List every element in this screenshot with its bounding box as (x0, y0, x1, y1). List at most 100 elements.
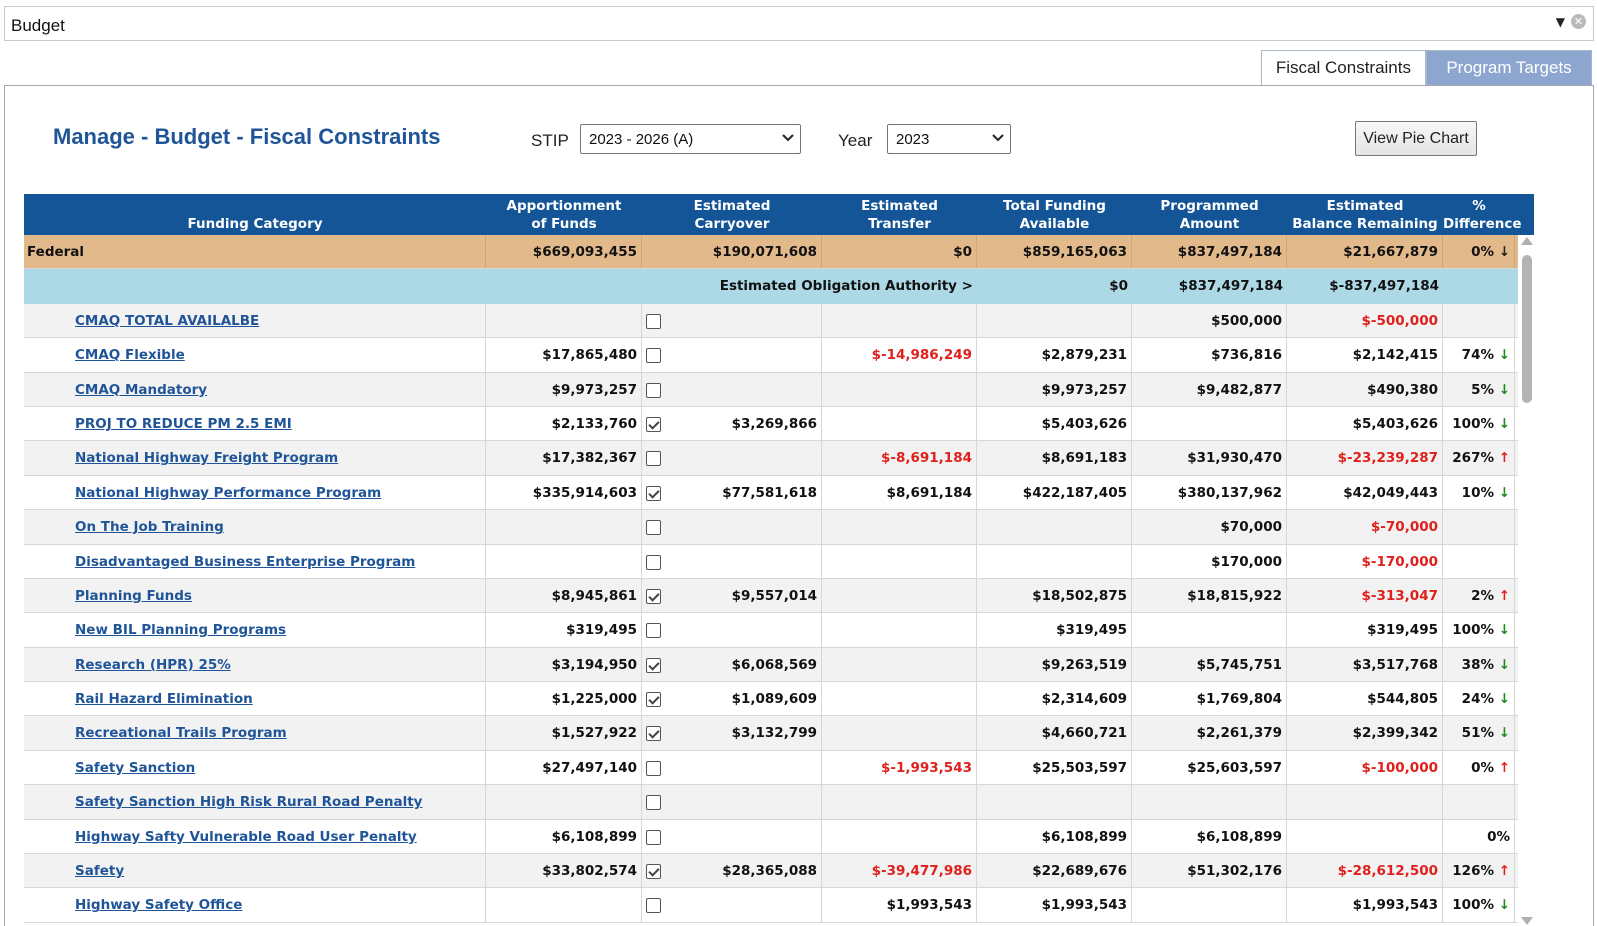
funding-category-link[interactable]: CMAQ Flexible (75, 347, 185, 364)
arrow-up-icon: ↑ (1498, 759, 1510, 776)
funding-category-cell: On The Job Training (24, 510, 486, 544)
funding-category-link[interactable]: Safety Sanction High Risk Rural Road Pen… (75, 794, 423, 811)
federal-balance: $21,667,879 (1287, 235, 1443, 269)
programmed-cell (1132, 888, 1287, 922)
vertical-scrollbar[interactable] (1518, 235, 1535, 926)
funding-category-cell: National Highway Performance Program (24, 475, 486, 510)
apportionment-cell (486, 785, 642, 819)
carryover-checkbox[interactable] (646, 657, 661, 673)
carryover-checkbox[interactable] (646, 554, 661, 570)
transfer-cell (822, 303, 977, 338)
budget-selector[interactable]: Budget ▼ ✕ (4, 6, 1594, 41)
funding-category-link[interactable]: New BIL Planning Programs (75, 622, 287, 639)
arrow-up-icon: ↑ (1498, 587, 1510, 604)
funding-category-link[interactable]: PROJ TO REDUCE PM 2.5 EMI (75, 415, 292, 432)
carryover-checkbox[interactable] (646, 760, 661, 776)
tab-fiscal-constraints[interactable]: Fiscal Constraints (1260, 50, 1426, 86)
funding-category-link[interactable]: Planning Funds (75, 587, 192, 604)
header-text: Available (1019, 216, 1090, 232)
carryover-checkbox[interactable] (646, 795, 661, 811)
apportionment-cell (486, 303, 642, 338)
funding-category-link[interactable]: Safety (75, 863, 125, 880)
carryover-checkbox[interactable] (646, 864, 661, 880)
carryover-checkbox[interactable] (646, 829, 661, 845)
header-text: Funding Category (187, 216, 323, 232)
transfer-cell: $-39,477,986 (822, 854, 977, 888)
dropdown-caret-icon[interactable]: ▼ (1555, 15, 1565, 29)
funding-category-link[interactable]: Recreational Trails Program (75, 725, 287, 742)
carryover-checkbox[interactable] (646, 692, 661, 708)
funding-category-cell: Safety Sanction High Risk Rural Road Pen… (24, 785, 486, 819)
funding-category-link[interactable]: National Highway Performance Program (75, 484, 382, 501)
carryover-checkbox[interactable] (646, 485, 661, 501)
pct-difference-cell (1443, 544, 1515, 578)
balance-cell: $2,142,415 (1287, 338, 1443, 372)
carryover-checkbox[interactable] (646, 520, 661, 536)
federal-carryover: $190,071,608 (642, 235, 822, 269)
hdr-total-available: Total Funding Available (977, 197, 1132, 233)
cell-value: $6,068,569 (731, 656, 817, 673)
cell-value: 74% (1461, 347, 1494, 364)
carryover-checkbox[interactable] (646, 588, 661, 604)
cell-value: $-70,000 (1370, 519, 1438, 536)
programmed-cell: $736,816 (1132, 338, 1287, 372)
table-row: National Highway Freight Program $17,382,… (24, 441, 1534, 476)
carryover-checkbox[interactable] (646, 451, 661, 467)
balance-cell: $-170,000 (1287, 544, 1443, 578)
funding-category-link[interactable]: National Highway Freight Program (75, 450, 339, 467)
funding-category-cell: Research (HPR) 25% (24, 647, 486, 682)
cell-value: $2,142,415 (1352, 347, 1438, 364)
hdr-balance-remaining: Estimated Balance Remaining (1287, 197, 1443, 233)
cell-value: $4,660,721 (1041, 725, 1127, 742)
carryover-cell (642, 888, 822, 922)
scroll-thumb[interactable] (1522, 255, 1532, 403)
cell-value: $544,805 (1367, 691, 1438, 708)
cell-value: $490,380 (1367, 381, 1438, 398)
funding-category-link[interactable]: Research (HPR) 25% (75, 656, 231, 673)
funding-category-link[interactable]: CMAQ TOTAL AVAILALBE (75, 312, 260, 329)
clear-icon[interactable]: ✕ (1571, 14, 1586, 29)
carryover-checkbox[interactable] (646, 416, 661, 432)
year-select[interactable]: 2023 (887, 124, 1011, 154)
funding-category-link[interactable]: CMAQ Mandatory (75, 381, 208, 398)
cell-value: $170,000 (1211, 553, 1282, 570)
funding-category-cell: Safety (24, 854, 486, 888)
cell-value: 38% (1461, 656, 1494, 673)
apportionment-cell: $8,945,861 (486, 578, 642, 613)
table-row: CMAQ TOTAL AVAILALBE $500,000 $-500,000 (24, 303, 1534, 339)
cell-value: $-313,047 (1361, 587, 1439, 604)
carryover-checkbox[interactable] (646, 313, 661, 329)
table-row: Safety $33,802,574 $28,365,088 $-39,477,986… (24, 854, 1534, 889)
tab-program-targets[interactable]: Program Targets (1426, 50, 1592, 86)
carryover-checkbox[interactable] (646, 382, 661, 398)
carryover-checkbox[interactable] (646, 348, 661, 364)
cell-value: $-1,993,543 (880, 759, 972, 776)
carryover-checkbox[interactable] (646, 623, 661, 639)
funding-category-link[interactable]: Highway Safety Office (75, 897, 243, 914)
funding-category-link[interactable]: Highway Safty Vulnerable Road User Penal… (75, 828, 417, 845)
funding-category-link[interactable]: Disadvantaged Business Enterprise Progra… (75, 553, 416, 570)
view-pie-chart-button[interactable]: View Pie Chart (1355, 121, 1477, 156)
scroll-down-icon[interactable] (1521, 917, 1533, 925)
category-name: Federal (27, 244, 85, 260)
funding-category-link[interactable]: Safety Sanction (75, 759, 196, 776)
cell-value: $18,502,875 (1032, 587, 1127, 604)
cell-value: $33,802,574 (542, 863, 637, 880)
carryover-cell: $3,269,866 (642, 406, 822, 441)
cell-value: $8,945,861 (551, 587, 637, 604)
stip-select[interactable]: 2023 - 2026 (A) (580, 124, 801, 154)
cell-value: $6,108,899 (1196, 828, 1282, 845)
cell-value: $736,816 (1211, 347, 1282, 364)
funding-category-cell: Disadvantaged Business Enterprise Progra… (24, 544, 486, 578)
funding-category-link[interactable]: Rail Hazard Elimination (75, 691, 253, 708)
carryover-checkbox[interactable] (646, 726, 661, 742)
cell-value: $837,497,184 (1178, 278, 1283, 295)
header-text: Transfer (868, 216, 931, 232)
scroll-up-icon[interactable] (1521, 237, 1533, 245)
cell-value: $-8,691,184 (880, 450, 972, 467)
carryover-checkbox[interactable] (646, 898, 661, 914)
total-available-cell: $2,879,231 (977, 338, 1132, 372)
cell-value: $6,108,899 (1041, 828, 1127, 845)
funding-category-link[interactable]: On The Job Training (75, 519, 224, 536)
carryover-cell (642, 544, 822, 578)
